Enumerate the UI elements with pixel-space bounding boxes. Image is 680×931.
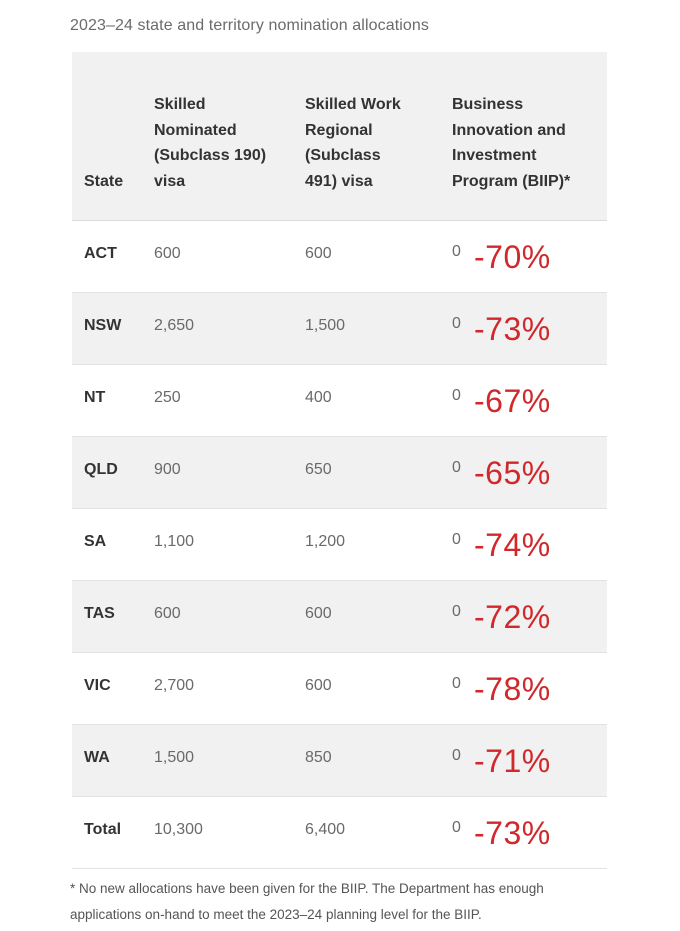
subclass-491-cell: 600 [305,677,332,694]
subclass-491-cell: 6,400 [305,821,346,838]
table-body: ACT 600 600 0 -70% NSW 2,650 1,500 0 -73% NT 250 400… [72,221,607,869]
subclass-190-cell: 600 [154,605,181,622]
table-row: TAS 600 600 0 -72% [72,581,607,653]
header-biip: Business Innovation and Investment Progr… [452,96,571,190]
biip-cell: 0 [452,243,461,260]
state-cell: WA [84,749,110,766]
percent-change-annotation: -73% [474,311,551,347]
percent-change-annotation: -72% [474,599,551,635]
state-cell: Total [84,821,122,838]
subclass-491-cell: 650 [305,461,332,478]
table-row: QLD 900 650 0 -65% [72,437,607,509]
table-header: State Skilled Nominated (Subclass 190) v… [72,52,607,221]
table-row: NT 250 400 0 -67% [72,365,607,437]
biip-cell: 0 [452,603,461,620]
biip-cell: 0 [452,819,461,836]
state-cell: NT [84,389,106,406]
subclass-491-cell: 850 [305,749,332,766]
biip-cell: 0 [452,675,461,692]
biip-cell: 0 [452,387,461,404]
biip-cell: 0 [452,459,461,476]
header-skilled-work-regional: Skilled Work Regional (Subclass 491) vis… [305,96,401,190]
subclass-491-cell: 1,200 [305,533,346,550]
table-row: ACT 600 600 0 -70% [72,221,607,293]
table-row: Total 10,300 6,400 0 -73% [72,797,607,869]
subclass-190-cell: 1,500 [154,749,195,766]
state-cell: NSW [84,317,122,334]
state-cell: SA [84,533,107,550]
subclass-491-cell: 600 [305,245,332,262]
state-cell: VIC [84,677,111,694]
footnote: * No new allocations have been given for… [70,881,544,922]
percent-change-annotation: -70% [474,239,551,275]
table-row: WA 1,500 850 0 -71% [72,725,607,797]
percent-change-annotation: -67% [474,383,551,419]
header-skilled-nominated: Skilled Nominated (Subclass 190) visa [154,96,267,190]
subclass-190-cell: 250 [154,389,181,406]
state-cell: ACT [84,245,117,262]
subclass-190-cell: 1,100 [154,533,195,550]
table-row: VIC 2,700 600 0 -78% [72,653,607,725]
header-state: State [84,172,124,190]
state-cell: QLD [84,461,118,478]
biip-cell: 0 [452,747,461,764]
biip-cell: 0 [452,531,461,548]
subclass-491-cell: 1,500 [305,317,346,334]
table-caption: 2023–24 state and territory nomination a… [70,17,429,34]
biip-cell: 0 [452,315,461,332]
subclass-190-cell: 600 [154,245,181,262]
allocations-table: State Skilled Nominated (Subclass 190) v… [72,52,607,869]
state-cell: TAS [84,605,115,622]
subclass-190-cell: 2,700 [154,677,195,694]
subclass-491-cell: 400 [305,389,332,406]
percent-change-annotation: -73% [474,815,551,851]
percent-change-annotation: -78% [474,671,551,707]
percent-change-annotation: -74% [474,527,551,563]
percent-change-annotation: -71% [474,743,551,779]
subclass-190-cell: 10,300 [154,821,203,838]
subclass-190-cell: 900 [154,461,181,478]
table-row: NSW 2,650 1,500 0 -73% [72,293,607,365]
table-row: SA 1,100 1,200 0 -74% [72,509,607,581]
subclass-491-cell: 600 [305,605,332,622]
subclass-190-cell: 2,650 [154,317,195,334]
percent-change-annotation: -65% [474,455,551,491]
